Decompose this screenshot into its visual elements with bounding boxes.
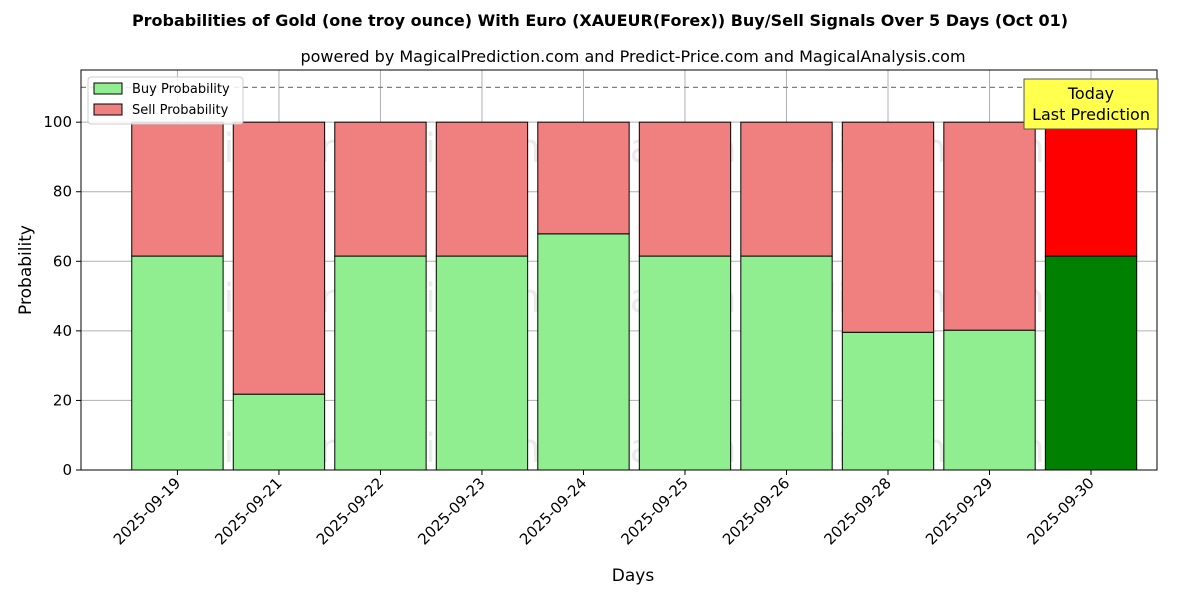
y-tick-label: 0 xyxy=(62,461,72,479)
x-tick-label: 2025-09-29 xyxy=(922,474,996,548)
x-tick-label: 2025-09-25 xyxy=(617,474,691,548)
x-axis-label: Days xyxy=(612,566,655,586)
y-tick-label: 20 xyxy=(53,391,72,409)
x-tick-label: 2025-09-26 xyxy=(719,474,793,548)
bar-buy-2025-09-25 xyxy=(638,255,732,471)
x-tick-label: 2025-09-24 xyxy=(516,474,590,548)
y-tick-label: 100 xyxy=(43,113,72,131)
bar-buy-2025-09-26 xyxy=(740,255,833,471)
x-axis: 2025-09-19 2025-09-21 2025-09-22 2025-09-23… xyxy=(110,470,1098,548)
bar-sell-2025-09-19 xyxy=(131,121,224,257)
bar-sell-2025-09-29 xyxy=(943,121,1036,331)
plot-frame xyxy=(80,69,1158,471)
y-axis-label: Probability xyxy=(16,225,36,315)
legend: Buy Probability Sell Probability xyxy=(87,76,244,125)
x-tick-label: 2025-09-28 xyxy=(820,474,894,548)
bar-sell-2025-09-23 xyxy=(435,121,529,257)
x-tick-label: 2025-09-23 xyxy=(414,474,488,548)
bar-sell-2025-09-28 xyxy=(841,121,935,333)
legend-swatch xyxy=(93,103,123,116)
bar-buy-2025-09-19 xyxy=(131,255,224,471)
annotation-text: Today xyxy=(1067,84,1114,103)
legend-label: Sell Probability xyxy=(132,103,229,118)
x-tick-label: 2025-09-30 xyxy=(1023,474,1097,548)
bar-buy-2025-09-23 xyxy=(435,255,529,471)
today-annotation: Today Last Prediction xyxy=(1023,78,1159,130)
x-tick-label: 2025-09-19 xyxy=(110,474,184,548)
bar-sell-2025-09-22 xyxy=(334,121,427,257)
bar-buy-2025-09-22 xyxy=(334,255,427,471)
legend-frame xyxy=(87,76,244,125)
legend-swatch xyxy=(93,82,123,95)
bar-sell-2025-09-24 xyxy=(537,121,630,235)
y-tick-label: 40 xyxy=(53,322,72,340)
bar-buy-2025-09-24 xyxy=(537,233,630,471)
bar-buy-2025-09-28 xyxy=(841,331,935,471)
y-tick-label: 80 xyxy=(53,183,72,201)
bar-sell-2025-09-26 xyxy=(740,121,833,257)
bar-sell-2025-09-30 xyxy=(1044,121,1138,257)
legend-label: Buy Probability xyxy=(132,82,230,97)
chart-subtitle: powered by MagicalPrediction.com and Pre… xyxy=(300,47,965,66)
x-tick-label: 2025-09-22 xyxy=(313,474,387,548)
bar-buy-2025-09-30 xyxy=(1044,255,1138,471)
bar-buy-2025-09-21 xyxy=(232,393,326,471)
x-tick-label: 2025-09-21 xyxy=(211,474,285,548)
y-axis: 0 20 40 60 80 100 xyxy=(43,113,81,479)
bar-buy-2025-09-29 xyxy=(943,329,1036,471)
bar-sell-2025-09-21 xyxy=(232,121,326,395)
bars xyxy=(131,121,1138,471)
bar-sell-2025-09-25 xyxy=(638,121,732,257)
y-tick-label: 60 xyxy=(53,252,72,270)
annotation-box xyxy=(1023,78,1159,130)
annotation-text: Last Prediction xyxy=(1032,105,1150,124)
chart-title: Probabilities of Gold (one troy ounce) W… xyxy=(132,11,1068,30)
